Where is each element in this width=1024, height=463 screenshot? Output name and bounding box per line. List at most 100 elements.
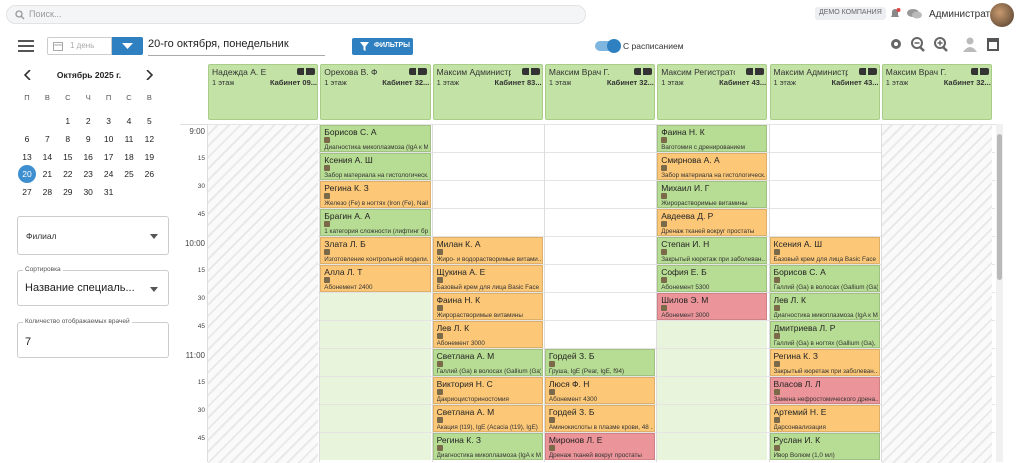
day[interactable]: 15 (63, 151, 73, 162)
appointment[interactable]: Светлана А. М Акация (t19), IgE (Acacia (… (432, 405, 543, 432)
bell-icon[interactable] (889, 8, 901, 20)
day[interactable]: 6 (24, 133, 30, 144)
avatar[interactable] (990, 3, 1014, 27)
selected-day[interactable]: 20 (18, 165, 36, 184)
free-slot[interactable] (320, 405, 431, 432)
appointment[interactable]: Михаил И. Г Жирорастворимые витамины (657, 181, 768, 208)
appointment[interactable]: София Е. Б Абонемент 5300 (657, 265, 768, 292)
day[interactable]: 27 (22, 187, 32, 198)
calendar-view-icon[interactable] (987, 38, 999, 51)
appointment[interactable]: Ксения А. Ш Базовый крем для лица Basic F… (769, 237, 880, 264)
view-select[interactable]: 1 день (47, 37, 112, 55)
free-slot[interactable] (657, 433, 768, 460)
zoom-out-icon[interactable] (911, 37, 925, 52)
sort-select[interactable]: Сортировка Название специаль... (17, 266, 169, 306)
day[interactable]: 24 (103, 169, 114, 180)
appointment[interactable]: Брагин А. А 1 категория сложности (лифтин… (320, 209, 431, 236)
day[interactable]: 22 (63, 169, 73, 180)
date-field[interactable]: 20-го октября, понедельник (148, 38, 325, 56)
appointment[interactable]: Смирнова А. А Забор материала на гистолог… (657, 153, 768, 180)
free-slot[interactable] (320, 433, 431, 460)
day[interactable]: 29 (63, 187, 73, 198)
appointment[interactable]: Ксения А. Ш Забор материала на гистологич… (320, 153, 431, 180)
next-month[interactable] (145, 70, 153, 80)
scrollbar-thumb[interactable] (997, 134, 1002, 280)
appointment[interactable]: Алла Л. Т Абонемент 2400 (320, 265, 431, 292)
count-field[interactable]: Количество отображаемых врачей 7 (17, 318, 169, 358)
appointment[interactable]: Власов Л. Л Замена нефростомического дрен… (769, 377, 880, 404)
day[interactable]: 4 (126, 116, 132, 126)
doctor-header[interactable]: Максим Врач Г. 1 этаж Кабинет 32... (544, 64, 656, 120)
day[interactable]: 14 (42, 151, 53, 162)
day[interactable]: 17 (103, 151, 114, 162)
prev-month[interactable] (24, 70, 32, 80)
menu-icon[interactable] (18, 39, 34, 53)
free-slot[interactable] (320, 321, 431, 348)
appointment[interactable]: Люся Ф. Н Абонемент 4300 (544, 377, 656, 404)
appointment[interactable]: Гордей З. Б Аминокислоты в плазме крови, … (544, 405, 656, 432)
settings-icon[interactable] (891, 39, 901, 49)
appointment[interactable]: Дмитриева Л. Р Галлий (Ga) в ногтях (Gall… (769, 321, 880, 348)
day[interactable]: 10 (103, 133, 114, 144)
schedule-toggle[interactable] (595, 39, 621, 53)
day[interactable]: 23 (83, 169, 93, 180)
scrollbar[interactable] (996, 124, 1003, 462)
company-badge[interactable]: ДЕМО КОМПАНИЯ (815, 7, 886, 20)
zoom-in-icon[interactable] (934, 37, 948, 52)
appointment[interactable]: Лев Л. К Диагностика микоплазмоза (IgA к … (769, 293, 880, 320)
day[interactable]: 18 (124, 151, 134, 162)
free-slot[interactable] (657, 321, 768, 348)
doctor-header[interactable]: Максим Администра...1 этаж Кабинет 83... (432, 64, 543, 120)
appointment[interactable]: Авдеева Д. Р Дренаж тканей вокруг простат… (657, 209, 768, 236)
chat-icon[interactable] (907, 8, 922, 20)
day[interactable]: 12 (144, 133, 155, 144)
doctor-header[interactable]: Максим Врач Г. 1 этаж Кабинет 32... (881, 64, 993, 120)
appointment[interactable]: Борисов С. А Диагностика микоплазмоза (Ig… (320, 125, 431, 152)
day[interactable]: 7 (45, 133, 50, 144)
day[interactable]: 2 (85, 116, 91, 126)
free-slot[interactable] (320, 377, 431, 404)
appointment[interactable]: Регина К. З Закрытый кюретаж при заболева… (769, 349, 880, 376)
appointment[interactable]: Виктория Н. С Дакриоцисториностомия (432, 377, 543, 404)
branch-select[interactable]: Филиал (17, 216, 169, 255)
day[interactable]: 5 (147, 116, 152, 126)
day[interactable]: 8 (65, 133, 71, 144)
filters-button[interactable]: ФИЛЬТРЫ (352, 38, 413, 55)
free-slot[interactable] (320, 349, 431, 376)
day[interactable]: 13 (22, 151, 32, 162)
staff-icon[interactable] (963, 37, 977, 53)
free-slot[interactable] (657, 377, 768, 404)
appointment[interactable]: Регина К. З Диагностика микоплазмоза (IgA… (432, 433, 543, 460)
free-slot[interactable] (320, 293, 431, 320)
day[interactable]: 19 (144, 151, 155, 162)
appointment[interactable]: Лев Л. К Абонемент 3000 (432, 321, 543, 348)
doctor-header[interactable]: Максим Регистратор...1 этаж Кабинет 43... (657, 64, 768, 120)
day[interactable]: 31 (103, 187, 114, 198)
appointment[interactable]: Гордей З. Б Груша, IgE (Pear, IgE, f94) (544, 349, 656, 376)
appointment[interactable]: Степан И. Н Закрытый кюретаж при заболева… (657, 237, 768, 264)
free-slot[interactable] (657, 405, 768, 432)
day[interactable]: 16 (83, 151, 93, 162)
day[interactable]: 1 (65, 116, 71, 126)
day[interactable]: 21 (42, 169, 53, 180)
appointment[interactable]: Артемий Н. Е Дарсонвализация (769, 405, 880, 432)
doctor-header[interactable]: Максим Администра...1 этаж Кабинет 43... (769, 64, 880, 120)
appointment[interactable]: Светлана А. М Галлий (Ga) в волосах (Gall… (432, 349, 543, 376)
day[interactable]: 9 (85, 133, 91, 144)
appointment[interactable]: Щукина А. Е Базовый крем для лица Basic F… (432, 265, 543, 292)
appointment[interactable]: Регина К. З Железо (Fe) в ногтях (Iron (F… (320, 181, 431, 208)
day[interactable]: 11 (124, 133, 134, 144)
day[interactable]: 25 (124, 169, 134, 180)
appointment[interactable]: Шилов Э. М Абонемент 3000 (657, 293, 768, 320)
day[interactable]: 30 (83, 187, 93, 198)
free-slot[interactable] (657, 349, 768, 376)
appointment[interactable]: Руслан И. К Ивор Волюм (1,0 мл) (769, 433, 880, 460)
user-name[interactable]: Администратор (929, 9, 1002, 20)
day[interactable]: 28 (42, 187, 53, 198)
view-dropdown-button[interactable] (112, 37, 143, 55)
day[interactable]: 3 (106, 116, 111, 126)
appointment[interactable]: Фаина Н. К Ваготомия с дренированием (657, 125, 768, 152)
appointment[interactable]: Миронов Л. Е Дренаж тканей вокруг простат… (544, 433, 656, 460)
